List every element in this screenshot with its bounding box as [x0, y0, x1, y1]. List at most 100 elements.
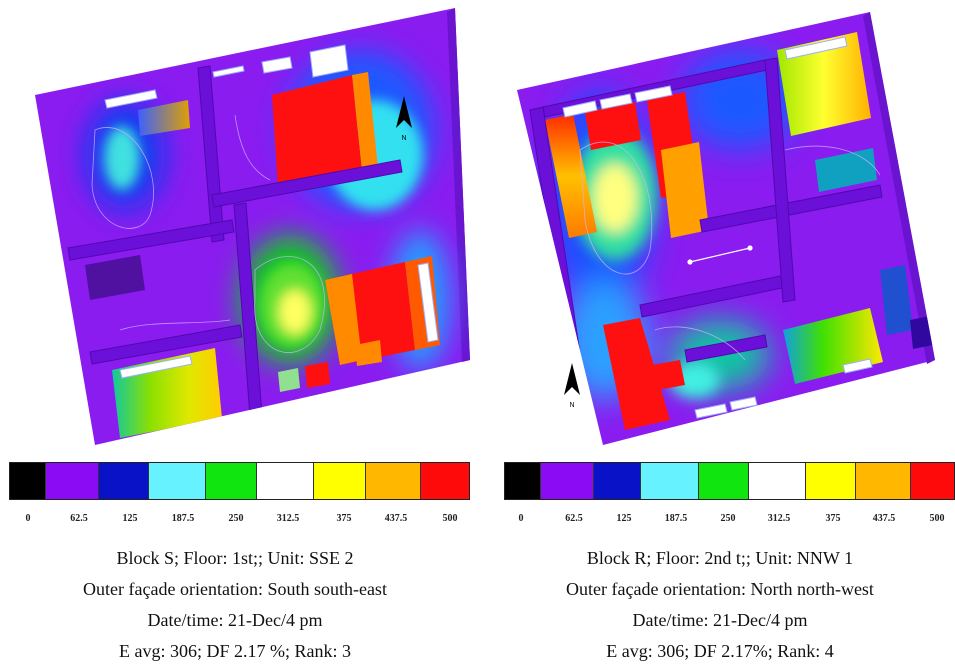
tick-label: 0	[25, 513, 31, 524]
tick-label: 312.5	[767, 513, 791, 524]
contour-line-2	[254, 256, 325, 353]
tick-label: 62.5	[565, 513, 583, 524]
caption-line-block: Block S; Floor: 1st;; Unit: SSE 2	[116, 548, 354, 568]
contour-line-3	[119, 319, 231, 331]
caption-line-datetime: Date/time: 21-Dec/4 pm	[147, 610, 323, 630]
tick-label: 125	[122, 513, 138, 524]
hotspot-top-left	[104, 126, 140, 190]
caption-line-block: Block R; Floor: 2nd t;; Unit: NNW 1	[586, 548, 854, 568]
scale-ticks-left: 0 62.5 125 187.5 250 312.5 375 437.5 500	[0, 513, 470, 527]
tick-label: 0	[518, 513, 524, 524]
north-arrow-left: N	[396, 96, 412, 142]
scale-swatch-5	[256, 463, 314, 499]
tick-label: 250	[228, 513, 244, 524]
wall-horizontal-2	[67, 219, 235, 261]
scale-swatch-8	[911, 463, 955, 499]
window-top-left	[104, 89, 158, 109]
zone-small-box	[138, 100, 190, 136]
caption-line-orientation: Outer façade orientation: North north-we…	[566, 579, 874, 599]
window-top-3	[634, 85, 673, 103]
hotspot-bottom-cyan	[670, 362, 720, 398]
caption-line-metrics: E avg: 306; DF 2.17%; Rank: 4	[606, 641, 834, 661]
zone-top-right	[777, 32, 871, 136]
zone-top-right-red	[272, 75, 362, 188]
wall-middle-horizontal	[699, 184, 883, 233]
window-top-1	[562, 100, 598, 118]
zone-top-red-1	[585, 102, 641, 150]
illuminance-floor-plan-left: N	[35, 8, 470, 445]
scale-swatch-0	[505, 463, 541, 499]
block-teal-1	[815, 148, 877, 192]
window-top-2	[599, 93, 633, 110]
scale-swatch-7	[856, 463, 912, 499]
block-light	[278, 368, 300, 392]
window-right	[417, 262, 439, 343]
tick-label: 187.5	[664, 513, 688, 524]
panel-block-s: N 0 62.5 125 187.5 250 312.5 375 437.5 5…	[0, 0, 470, 672]
wall-vertical-mid	[764, 57, 796, 303]
floor-edge	[447, 8, 470, 362]
contour-line-4	[234, 114, 271, 181]
window-top-mid	[212, 65, 245, 78]
scale-swatch-3	[149, 463, 207, 499]
tick-label: 125	[616, 513, 632, 524]
tick-label: 437.5	[384, 513, 408, 524]
caption-right: Block R; Floor: 2nd t;; Unit: NNW 1 Oute…	[485, 543, 955, 667]
block-teal-2	[880, 265, 913, 335]
hotspot-right-yellow	[279, 290, 311, 334]
zone-bottom-red-2	[625, 360, 685, 395]
illuminance-floor-plan-right: N	[517, 12, 935, 445]
corridor-marker	[687, 245, 753, 265]
scale-swatch-1	[540, 463, 594, 499]
caption-line-metrics: E avg: 306; DF 2.17 %; Rank: 3	[119, 641, 351, 661]
zone-top-right-rim	[352, 72, 378, 170]
panel-block-r: N 0 62.5 125 187.5 250 312.5 375 437.5 5…	[485, 0, 955, 672]
scale-ticks-right: 0 62.5 125 187.5 250 312.5 375 437.5 500	[485, 513, 955, 527]
contour-line-3	[654, 326, 746, 361]
floor-edge	[863, 12, 935, 364]
scale-swatch-2	[98, 463, 150, 499]
tick-label: 375	[825, 513, 841, 524]
wall-horizontal-1	[211, 159, 403, 208]
north-arrow-right: N	[564, 363, 580, 409]
tick-label: 62.5	[70, 513, 88, 524]
scale-swatch-8	[421, 463, 469, 499]
scale-swatch-0	[10, 463, 46, 499]
tick-label: 437.5	[872, 513, 896, 524]
block-orange-small	[355, 340, 382, 366]
block-dark	[85, 255, 145, 300]
scale-swatch-5	[748, 463, 806, 499]
color-scale-bar-right	[504, 462, 955, 500]
window-top-right-1	[261, 56, 293, 74]
zone-top-red-3	[661, 142, 709, 238]
scale-swatch-6	[313, 463, 367, 499]
wall-bottom-room	[684, 334, 768, 363]
zone-right-orange	[325, 274, 362, 365]
tick-label: 375	[336, 513, 352, 524]
tick-label: 500	[929, 513, 945, 524]
contour-line-2	[784, 145, 881, 176]
caption-line-datetime: Date/time: 21-Dec/4 pm	[632, 610, 808, 630]
window-top-right	[784, 36, 848, 60]
scale-swatch-6	[805, 463, 857, 499]
tick-label: 500	[442, 513, 458, 524]
scale-swatch-7	[366, 463, 422, 499]
window-bottom-left	[119, 355, 193, 379]
north-label: N	[401, 135, 406, 142]
scale-swatch-4	[206, 463, 257, 499]
tick-label: 250	[720, 513, 736, 524]
caption-left: Block S; Floor: 1st;; Unit: SSE 2 Outer …	[0, 543, 470, 667]
scale-swatch-1	[45, 463, 99, 499]
tick-label: 312.5	[276, 513, 300, 524]
hotspot-left-yellow	[593, 164, 637, 232]
north-label: N	[569, 402, 574, 409]
caption-line-orientation: Outer façade orientation: South south-ea…	[83, 579, 387, 599]
contour-line-1	[91, 127, 154, 229]
window-bottom-1	[694, 403, 728, 419]
block-red-small	[305, 362, 330, 388]
window-bottom-2	[729, 396, 758, 411]
scale-swatch-3	[641, 463, 700, 499]
wall-horizontal-3	[89, 324, 243, 365]
tick-label: 187.5	[171, 513, 195, 524]
window-bottom-right	[842, 358, 873, 374]
